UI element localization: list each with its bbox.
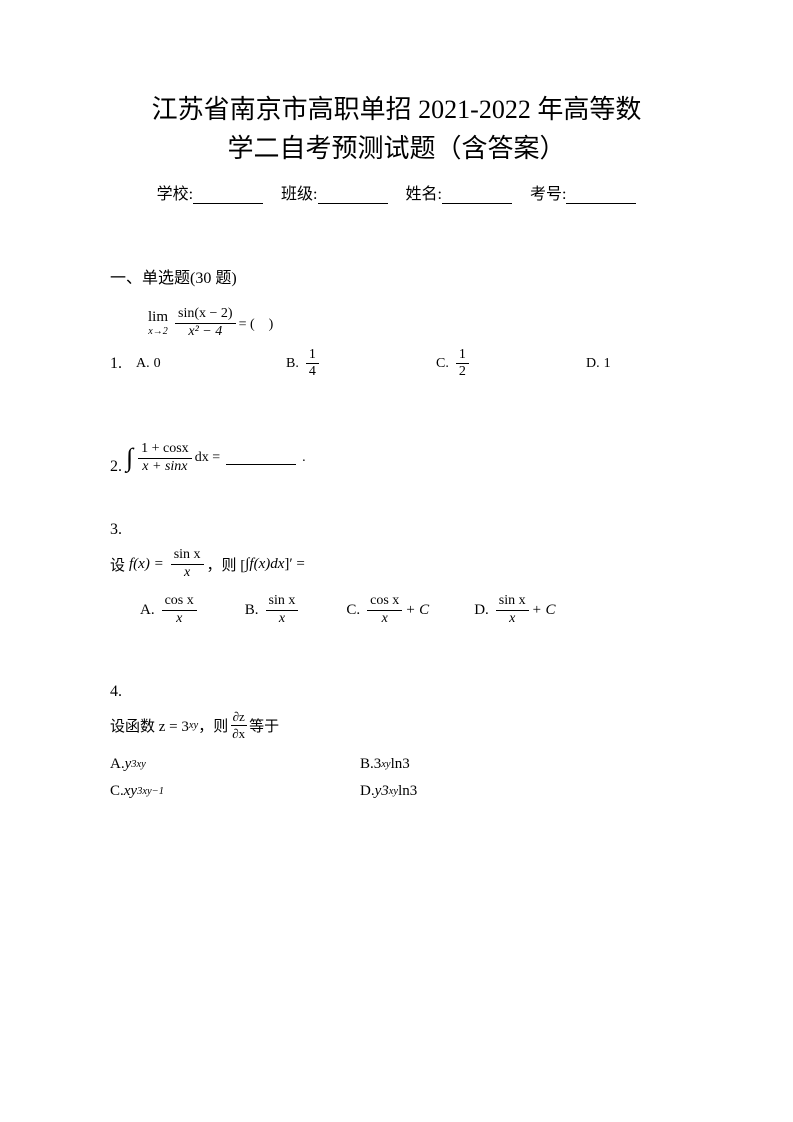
q4-option-d: D. y3xyln3 (360, 783, 610, 800)
examno-label: 考号: (530, 186, 566, 203)
title-line-2: 学二自考预测试题（含答案） (110, 129, 683, 168)
q4-number: 4. (110, 683, 122, 701)
title-line-1: 江苏省南京市高职单招 2021-2022 年高等数 (110, 90, 683, 129)
q2-period: . (302, 450, 306, 466)
question-1: lim x→2 sin(x − 2) x² − 4 = ( ) 1. A. 0 … (110, 306, 683, 381)
q1-equals: = ( ) (239, 313, 274, 333)
q4-option-a: A. y3xy (110, 756, 360, 773)
document-title: 江苏省南京市高职单招 2021-2022 年高等数 学二自考预测试题（含答案） (110, 90, 683, 168)
q3-stem: 设 f(x) = sin x x ，则 [ ∫f(x)dx ]′ = (110, 547, 683, 582)
name-blank[interactable] (442, 186, 512, 204)
q2-fraction: 1 + cosx x + sinx (138, 441, 192, 476)
q4-options: A. y3xy B. 3xyln3 C. xy3xy−1 D. y3xyln3 (110, 756, 683, 800)
limit-symbol: lim x→2 (148, 309, 168, 337)
q4-stem: 设函数 z = 3xy ，则 ∂z ∂x 等于 (110, 709, 683, 742)
q3-number: 3. (110, 521, 122, 539)
q4-option-c: C. xy3xy−1 (110, 783, 360, 800)
section-1-title: 一、单选题(30 题) (110, 264, 683, 288)
q1-option-c: C. 1 2 (436, 347, 586, 382)
school-blank[interactable] (193, 186, 263, 204)
q3-options: A. cos x x B. sin x x C. cos x x + C D. (140, 593, 683, 628)
q4-partial-frac: ∂z ∂x (230, 709, 247, 742)
school-label: 学校: (157, 186, 193, 203)
class-blank[interactable] (318, 186, 388, 204)
q1-option-b: B. 1 4 (286, 347, 436, 382)
question-2: 2. ∫ 1 + cosx x + sinx dx = . (110, 441, 683, 476)
examno-blank[interactable] (566, 186, 636, 204)
q2-expression: ∫ 1 + cosx x + sinx dx = . (126, 441, 306, 476)
q2-dx: dx = (195, 450, 220, 466)
class-label: 班级: (281, 186, 317, 203)
q1-expression: lim x→2 sin(x − 2) x² − 4 = ( ) (148, 306, 683, 341)
question-3: 3. 设 f(x) = sin x x ，则 [ ∫f(x)dx ]′ = A.… (110, 521, 683, 628)
q3-fx-frac: sin x x (171, 547, 204, 582)
q1-option-a: A. 0 (136, 356, 286, 372)
q1-optb-frac: 1 4 (306, 347, 319, 382)
q1-optc-frac: 1 2 (456, 347, 469, 382)
q2-answer-blank[interactable] (226, 451, 296, 465)
q3-option-c: C. cos x x + C (346, 593, 429, 628)
q4-option-b: B. 3xyln3 (360, 756, 610, 773)
q2-number: 2. (110, 458, 122, 476)
q1-options: 1. A. 0 B. 1 4 C. 1 2 D. 1 (110, 347, 683, 382)
student-info-line: 学校: 班级: 姓名: 考号: (110, 180, 683, 204)
name-label: 姓名: (406, 186, 442, 203)
q1-option-d: D. 1 (586, 356, 611, 372)
q3-option-b: B. sin x x (245, 593, 302, 628)
q1-number: 1. (110, 355, 122, 373)
integral-symbol: ∫ (126, 445, 133, 471)
question-4: 4. 设函数 z = 3xy ，则 ∂z ∂x 等于 A. y3xy B. 3x… (110, 683, 683, 800)
q3-option-a: A. cos x x (140, 593, 200, 628)
q3-option-d: D. sin x x + C (474, 593, 555, 628)
q1-fraction: sin(x − 2) x² − 4 (175, 306, 236, 341)
